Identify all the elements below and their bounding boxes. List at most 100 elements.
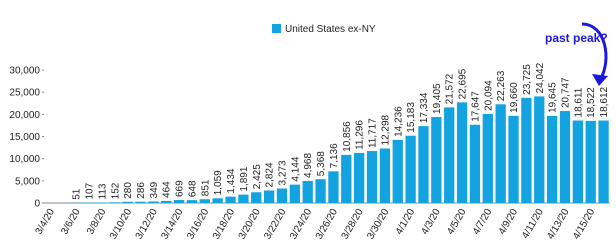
bar <box>186 200 198 203</box>
x-tick-label: 4/13/20 <box>545 207 571 242</box>
value-label: 2,425 <box>252 164 263 189</box>
bar <box>482 113 493 203</box>
value-label: 107 <box>85 182 96 199</box>
bar <box>444 107 455 203</box>
value-label: 11,717 <box>368 118 379 148</box>
value-label: 22,263 <box>496 70 507 101</box>
bar <box>109 202 120 203</box>
x-tick-label: 3/20/20 <box>237 207 263 242</box>
value-label: 19,660 <box>509 82 520 113</box>
bar <box>173 200 185 203</box>
value-label: 24,042 <box>535 62 546 93</box>
x-tick-label: 4/9/20 <box>497 207 521 237</box>
x-tick-label: 4/1/20 <box>394 207 418 237</box>
value-label: 18,611 <box>573 87 584 117</box>
bar <box>366 151 378 203</box>
value-label: 12,298 <box>380 114 391 145</box>
bar <box>302 180 313 203</box>
x-tick-label: 4/15/20 <box>571 207 597 242</box>
value-label: 18,522 <box>586 87 597 118</box>
y-tick-label: 10,000 <box>9 154 40 165</box>
value-label: 349 <box>149 181 160 198</box>
bar <box>161 200 172 203</box>
y-tick-label: 15,000 <box>9 132 40 143</box>
value-label: 4,968 <box>303 153 314 178</box>
bar <box>96 202 108 203</box>
y-tick-label: 0 <box>34 199 40 210</box>
x-tick-label: 3/12/20 <box>134 207 160 242</box>
value-label: 1,434 <box>226 168 237 193</box>
value-label: 51 <box>72 188 83 200</box>
bar <box>456 102 468 203</box>
value-label: 851 <box>200 179 211 196</box>
value-label: 4,144 <box>290 156 301 181</box>
bar <box>534 96 545 203</box>
legend-label: United States ex-NY <box>285 24 376 35</box>
value-label: 648 <box>187 180 198 197</box>
x-tick-label: 3/6/20 <box>59 207 83 237</box>
x-tick-label: 3/26/20 <box>314 207 340 242</box>
bar <box>289 184 300 203</box>
value-label: 3,273 <box>277 160 288 185</box>
bar <box>585 120 596 203</box>
bar <box>495 104 506 203</box>
annotation-arrow <box>581 22 608 81</box>
bar <box>508 115 519 203</box>
bar <box>469 124 481 203</box>
value-label: 280 <box>123 182 134 199</box>
x-tick-label: 3/24/20 <box>288 207 314 242</box>
y-tick-label: 30,000 <box>9 66 40 77</box>
bar <box>572 120 583 203</box>
bar <box>521 97 532 203</box>
bar <box>431 116 442 203</box>
x-tick-label: 3/4/20 <box>34 207 58 237</box>
bar <box>598 120 609 203</box>
value-label: 20,747 <box>560 77 571 108</box>
x-tick-label: 3/14/20 <box>159 207 185 242</box>
value-label: 17,647 <box>470 91 481 122</box>
value-label: 14,236 <box>393 106 404 137</box>
bar <box>276 188 288 203</box>
bar <box>122 201 133 203</box>
bar <box>251 192 262 203</box>
value-label: 113 <box>97 183 108 199</box>
value-label: 1,891 <box>239 166 250 191</box>
value-label: 15,183 <box>406 102 417 133</box>
x-tick-label: 3/18/20 <box>211 207 237 242</box>
value-label: 20,094 <box>483 80 494 111</box>
bar <box>148 201 159 203</box>
bar <box>135 201 146 203</box>
value-label: 21,572 <box>445 73 456 104</box>
annotation: past peak? <box>545 31 608 45</box>
bar <box>559 111 571 203</box>
x-tick-label: 3/22/20 <box>262 207 288 242</box>
value-label: 7,136 <box>329 143 340 168</box>
annotation-arrowhead <box>592 74 608 86</box>
y-tick-label: 25,000 <box>9 88 40 99</box>
bar <box>315 179 326 203</box>
bar <box>341 154 352 203</box>
value-label: 464 <box>162 181 173 198</box>
x-tick-label: 3/30/20 <box>365 207 391 242</box>
x-tick-label: 4/3/20 <box>420 207 444 237</box>
x-tick-label: 3/28/20 <box>340 207 366 242</box>
value-label: 18,612 <box>599 86 610 117</box>
bar <box>354 152 365 203</box>
value-label: 11,296 <box>355 120 366 150</box>
value-label: 23,725 <box>522 64 533 95</box>
y-tick-label: 5,000 <box>15 176 40 187</box>
x-tick-label: 3/8/20 <box>85 207 109 237</box>
bar <box>238 194 249 203</box>
bar <box>418 126 429 203</box>
value-label: 22,695 <box>458 68 469 99</box>
bar <box>263 190 275 203</box>
x-tick-label: 3/16/20 <box>185 207 211 242</box>
x-tick-label: 4/5/20 <box>445 207 469 237</box>
bar <box>405 135 416 203</box>
x-tick-label: 3/10/20 <box>108 207 134 242</box>
legend-swatch <box>272 24 281 33</box>
bar <box>328 171 339 203</box>
bar <box>212 198 223 203</box>
bar <box>379 148 391 203</box>
